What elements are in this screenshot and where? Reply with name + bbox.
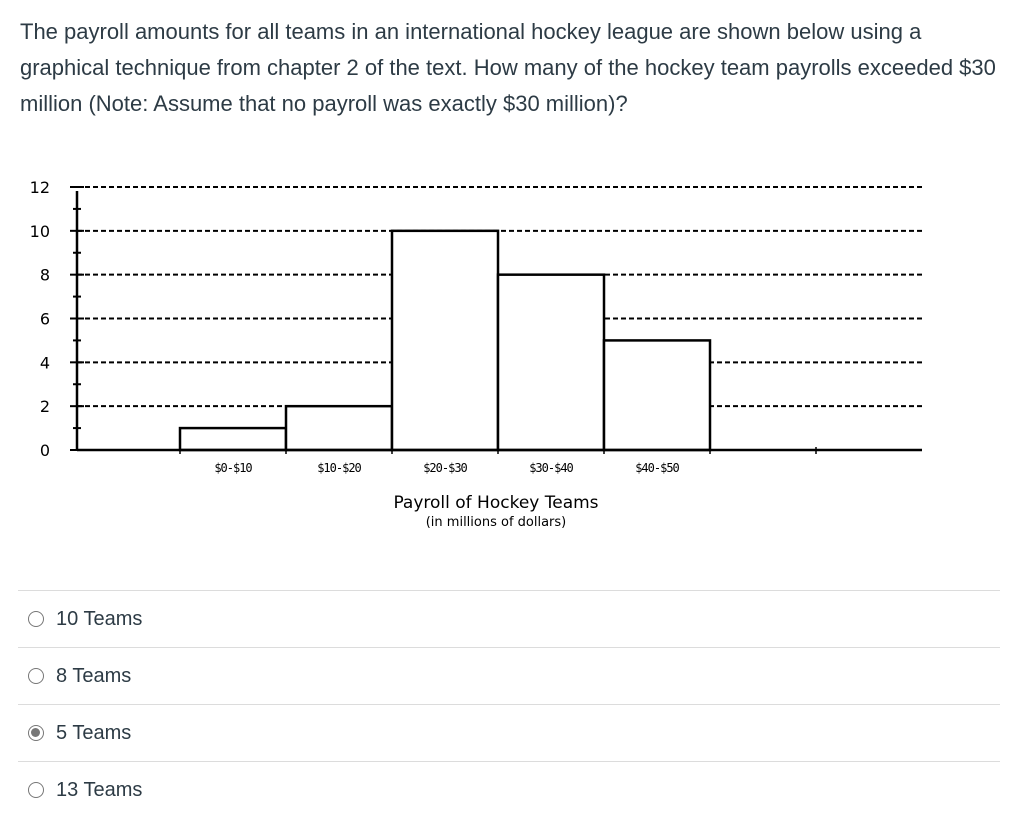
y-tick-label: 6 bbox=[40, 310, 50, 329]
x-axis-title: Payroll of Hockey Teams bbox=[393, 493, 598, 513]
histogram-bar bbox=[602, 339, 712, 452]
y-tick-label: 12 bbox=[30, 178, 50, 197]
answer-option-5-teams[interactable]: 5 Teams bbox=[18, 704, 1000, 761]
y-tick-label: 8 bbox=[40, 266, 50, 285]
x-tick-label: $0-$10 bbox=[214, 461, 252, 475]
answer-option-label: 13 Teams bbox=[56, 778, 143, 801]
x-tick-label: $30-$40 bbox=[529, 461, 573, 475]
histogram-chart: 0 2 4 6 8 10 12 $0-$10 $10-$20 $20-$30 $30-$40 $40-… bbox=[20, 170, 940, 550]
answer-option-13-teams[interactable]: 13 Teams bbox=[18, 761, 1000, 818]
histogram-svg: 0 2 4 6 8 10 12 $0-$10 $10-$20 $20-$30 $30-$40 $40-… bbox=[30, 178, 922, 530]
radio-button[interactable] bbox=[28, 782, 44, 798]
radio-button[interactable] bbox=[28, 725, 44, 741]
histogram-bar bbox=[284, 404, 394, 452]
x-axis-subtitle: (in millions of dollars) bbox=[426, 515, 567, 530]
answer-option-label: 8 Teams bbox=[56, 664, 132, 687]
answer-option-8-teams[interactable]: 8 Teams bbox=[18, 647, 1000, 704]
answer-option-label: 5 Teams bbox=[56, 721, 132, 744]
answer-option-label: 10 Teams bbox=[56, 607, 143, 630]
answer-option-10-teams[interactable]: 10 Teams bbox=[18, 590, 1000, 647]
y-tick-label: 10 bbox=[30, 222, 50, 241]
radio-button[interactable] bbox=[28, 668, 44, 684]
x-tick-label: $40-$50 bbox=[635, 461, 679, 475]
y-tick-label: 4 bbox=[40, 353, 50, 372]
y-tick-label: 0 bbox=[40, 441, 50, 460]
question-text: The payroll amounts for all teams in an … bbox=[20, 19, 996, 116]
histogram-bar bbox=[496, 273, 606, 452]
histogram-bar bbox=[390, 229, 500, 452]
x-tick-label: $20-$30 bbox=[423, 461, 467, 475]
answer-options: 10 Teams 8 Teams 5 Teams 13 Teams bbox=[18, 590, 1000, 818]
y-tick-label: 2 bbox=[40, 397, 50, 416]
radio-button[interactable] bbox=[28, 611, 44, 627]
histogram-bar bbox=[178, 426, 288, 452]
x-tick-label: $10-$20 bbox=[317, 461, 361, 475]
